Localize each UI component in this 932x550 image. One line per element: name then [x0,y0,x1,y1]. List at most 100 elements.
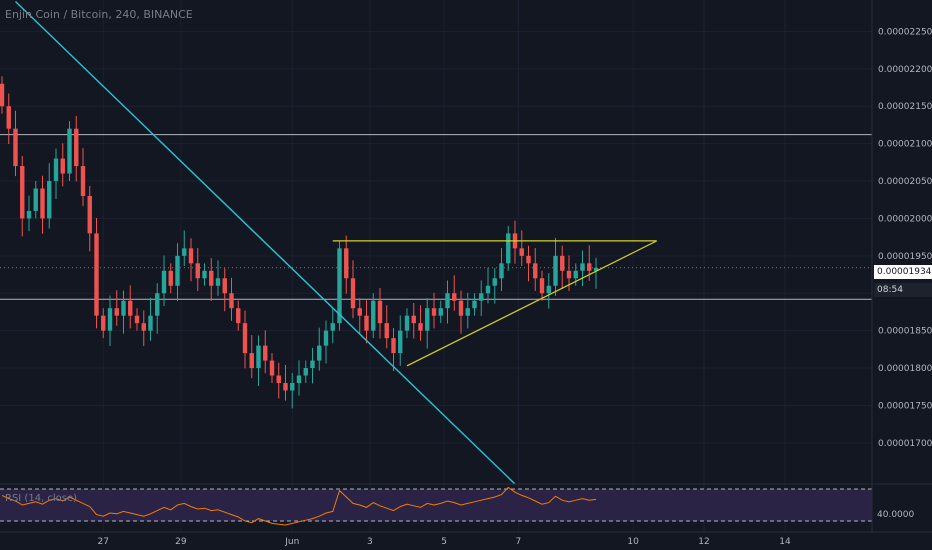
candle-body [47,181,52,219]
candle-body [539,278,545,294]
candle-body [141,323,146,331]
candle-body [330,323,335,331]
candle-body [357,308,362,316]
candle-body [94,233,99,316]
candle-body [290,383,295,391]
candle-body [411,315,416,324]
candle-body [188,248,194,264]
candle-body [431,308,437,316]
candle-body [573,270,578,279]
price-tick-label: 0.00002200 [878,65,932,75]
candle-body [168,270,173,286]
price-tick-label: 0.00002150 [878,102,932,112]
candle-body [175,255,180,286]
candle-body [276,375,281,384]
horizontal-levels [0,134,872,300]
candle-body [465,308,470,316]
candle-body [303,368,308,376]
candle-body [236,308,241,324]
candle-body [398,330,403,354]
candle-body [107,308,113,331]
candle-body [60,158,65,174]
candle-body [519,248,524,256]
candle-body [114,308,119,316]
rsi-value-tag: 40.0000 [877,510,915,520]
price-tick-label: 0.00002000 [878,214,932,224]
candle-body [553,255,558,286]
candle-body [377,300,383,324]
candle-body [229,293,234,309]
candle-body [263,345,268,361]
candle-body [458,300,464,316]
candle-body [323,330,329,346]
candle-body [80,166,86,196]
candle-body [533,263,538,279]
last-price-tag: 0.00001934 [874,265,932,279]
candle-body [148,315,153,331]
candle-body [26,210,32,219]
candle-body [202,270,207,279]
candles [0,76,599,409]
time-tick-label: 7 [516,537,522,547]
candle-body [492,278,497,286]
candle-body [526,255,531,264]
time-tick-label: 5 [441,537,447,547]
candle-body [33,188,38,211]
candle-body [87,195,92,234]
candle-body [566,270,572,279]
price-tick-label: 0.00001750 [878,401,932,411]
candle-body [182,248,187,256]
price-tick-label: 0.00002100 [878,140,932,150]
candle-body [317,345,322,361]
candle-body [161,270,167,294]
candle-body [269,360,275,376]
rsi-pane [0,486,872,526]
candle-body [155,293,160,316]
candle-body [587,263,592,271]
candle-body [0,83,5,107]
candle-body [296,375,302,384]
candle-body [20,166,25,219]
time-tick-label: 27 [98,537,109,547]
candle-body [418,323,423,331]
time-axis[interactable]: 27 29 Jun 3 5 7 10 12 14 [98,537,791,547]
candle-body [6,106,11,129]
candle-body [350,278,356,309]
price-tick-label: 0.00001850 [878,327,932,337]
candle-body [371,300,376,331]
candle-body [404,315,410,331]
price-axis[interactable]: 0.00002250 0.00002200 0.00002150 0.00002100… [878,27,932,448]
price-tick-label: 0.00001950 [878,252,932,262]
candle-body [452,293,457,301]
candle-body [74,128,79,167]
candle-body [283,383,288,391]
candle-body [364,315,369,331]
candle-body [391,338,396,354]
descending-trendline[interactable] [15,0,516,485]
candle-body [242,323,248,354]
candle-body [479,293,484,301]
candle-body [438,308,443,316]
chart-title: Enjin Coin / Bitcoin, 240, BINANCE [5,8,193,21]
candle-body [128,300,133,316]
candle-body [472,300,477,309]
candle-body [256,345,261,369]
price-tick-label: 0.00001800 [878,364,932,374]
candle-body [344,248,349,279]
candle-body [53,158,59,182]
time-tick-label: 10 [627,537,639,547]
candle-body [134,315,140,324]
candle-body [580,263,585,271]
candle-body [121,300,126,316]
price-tick-label: 0.00002250 [878,27,932,37]
time-tick-label: Jun [284,537,299,547]
price-tick-label: 0.00002050 [878,177,932,187]
candle-body [384,323,389,339]
rsi-legend: RSI (14, close) [5,493,78,504]
candle-body [546,285,551,294]
drawings[interactable] [0,0,872,485]
triangle-support-line[interactable] [406,240,658,367]
time-tick-label: 3 [367,537,373,547]
candle-body [209,270,214,286]
